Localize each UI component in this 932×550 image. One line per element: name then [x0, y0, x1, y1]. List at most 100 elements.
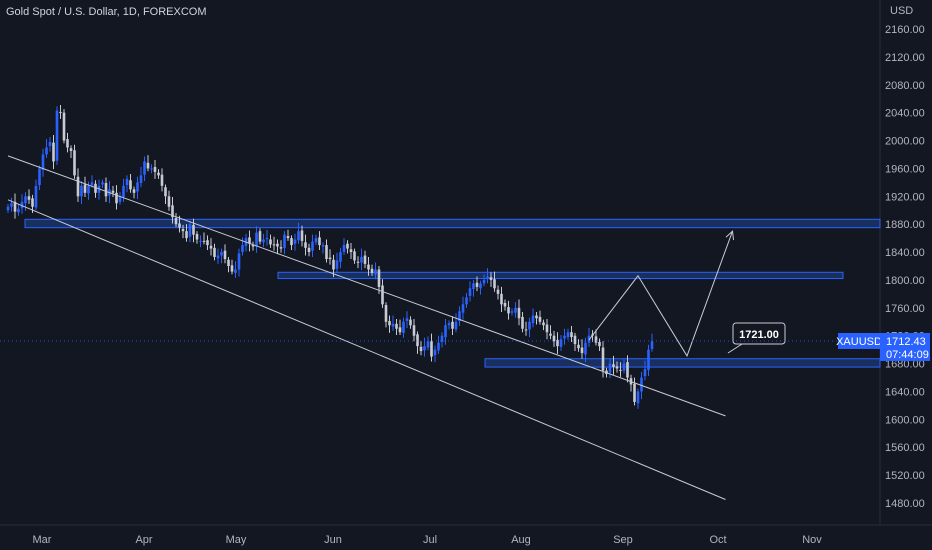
- candle-body: [384, 305, 388, 322]
- candle-body: [647, 349, 650, 370]
- candle-body: [409, 319, 412, 326]
- candle-body: [241, 245, 244, 253]
- candle-body: [90, 182, 94, 186]
- candle-body: [6, 206, 10, 211]
- candle-body: [206, 240, 209, 246]
- candle-body: [437, 342, 440, 351]
- price-annotation-box[interactable]: [732, 322, 786, 345]
- candle-body: [286, 236, 290, 239]
- x-tick-label: Oct: [709, 534, 726, 546]
- candle-body: [622, 363, 626, 371]
- candle-body: [290, 238, 293, 246]
- candle-body: [391, 323, 395, 327]
- candle-body: [612, 364, 615, 368]
- candle-body: [101, 182, 104, 185]
- candle-body: [528, 321, 531, 330]
- y-tick-label: 1680.00: [885, 359, 925, 371]
- candle-body: [454, 321, 458, 330]
- candle-body: [507, 307, 510, 314]
- candle-body: [598, 341, 601, 347]
- arrow-head: [725, 230, 735, 241]
- x-tick-label: May: [226, 534, 247, 546]
- candle-body: [52, 142, 55, 162]
- candle-body: [248, 237, 251, 244]
- y-tick-label: 1840.00: [885, 247, 925, 259]
- candle-body: [479, 283, 482, 289]
- candle-body: [419, 346, 423, 352]
- candle-body: [304, 242, 307, 248]
- candle-body: [122, 185, 125, 197]
- candle-body: [188, 224, 192, 237]
- candle-body: [412, 325, 416, 336]
- candle-body: [185, 231, 188, 239]
- candle-body: [332, 259, 335, 270]
- candle-body: [475, 282, 479, 287]
- candle-body: [650, 341, 654, 349]
- symbol-tag-label: XAUUSD: [836, 336, 882, 348]
- candle-body: [615, 366, 619, 369]
- candle-body: [521, 316, 524, 329]
- candle-body: [307, 247, 311, 253]
- candle-body: [146, 162, 150, 169]
- candle-body: [76, 176, 80, 197]
- candle-body: [80, 185, 83, 197]
- candle-body: [321, 245, 325, 247]
- y-tick-label: 1480.00: [885, 498, 925, 510]
- candle-body: [461, 304, 465, 313]
- channel-line: [7, 199, 726, 500]
- candle-body: [552, 335, 556, 342]
- candle-body: [283, 234, 286, 248]
- candle-body: [171, 205, 174, 218]
- candle-body: [570, 332, 573, 338]
- candle-body: [227, 259, 230, 266]
- candle-body: [230, 265, 234, 272]
- candle-body: [601, 347, 605, 371]
- candle-body: [276, 243, 279, 247]
- projection-path: [588, 230, 733, 358]
- candle-body: [426, 341, 430, 348]
- candle-body: [209, 245, 213, 249]
- candle-body: [580, 347, 584, 354]
- currency-label: USD: [890, 5, 913, 17]
- candle-body: [66, 139, 69, 148]
- candle-body: [167, 196, 171, 207]
- candle-body: [27, 196, 31, 200]
- candle-body: [216, 255, 220, 259]
- candle-body: [34, 185, 38, 208]
- candle-body: [118, 196, 122, 202]
- candle-body: [349, 249, 353, 253]
- candle-body: [272, 244, 276, 246]
- candle-body: [370, 268, 374, 273]
- candle-body: [251, 245, 255, 247]
- candle-body: [374, 269, 377, 275]
- candle-body: [318, 237, 321, 246]
- candle-body: [556, 339, 559, 347]
- y-tick-label: 2120.00: [885, 52, 925, 64]
- candle-body: [636, 391, 640, 404]
- candle-body: [38, 168, 41, 186]
- price-annotation-pointer: [727, 343, 743, 354]
- candle-body: [360, 256, 363, 263]
- candle-body: [559, 339, 563, 347]
- candle-body: [10, 203, 13, 207]
- candle-body: [17, 208, 20, 213]
- candle-body: [514, 307, 517, 313]
- candle-body: [69, 148, 73, 151]
- candle-body: [405, 318, 409, 322]
- candle-body: [45, 147, 48, 155]
- candle-body: [255, 232, 258, 247]
- candle-body: [353, 251, 356, 261]
- candle-body: [395, 323, 398, 329]
- candle-body: [87, 185, 90, 194]
- candle-body: [153, 167, 157, 172]
- candle-body: [150, 168, 153, 170]
- y-tick-label: 1640.00: [885, 386, 925, 398]
- candle-body: [640, 377, 643, 392]
- candle-body: [293, 239, 297, 244]
- candle-body: [94, 183, 97, 193]
- channel-line: [7, 155, 726, 417]
- candle-body: [41, 154, 45, 170]
- candle-body: [269, 239, 272, 245]
- candle-body: [136, 182, 139, 192]
